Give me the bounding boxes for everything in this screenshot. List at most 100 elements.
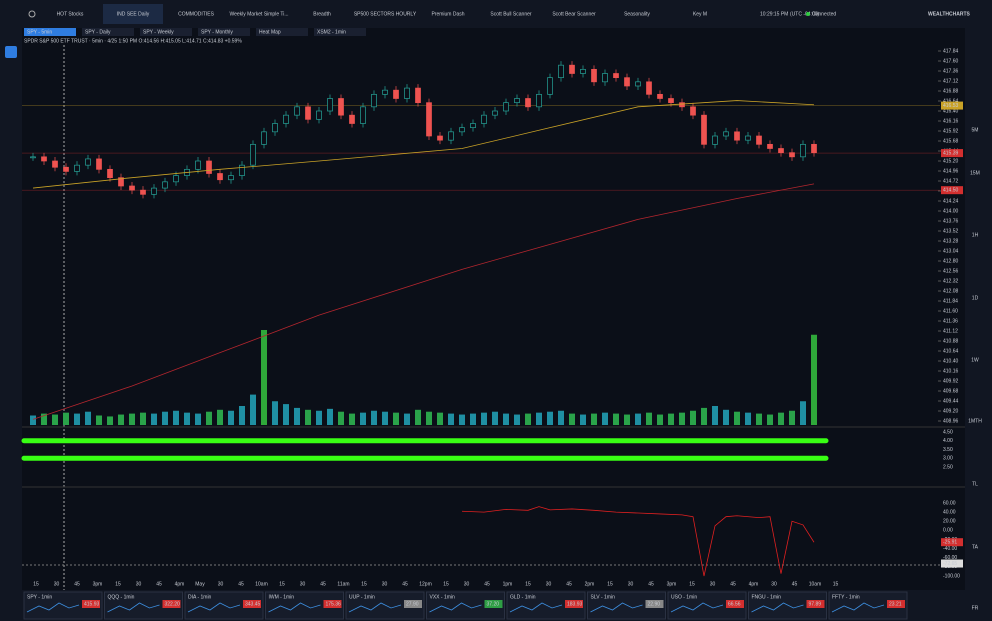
ticker-name: SLV - 1min — [591, 594, 616, 600]
candle — [327, 98, 333, 112]
chart-tab-label: SPY - Monthly — [201, 29, 233, 35]
ticker-price: 66.56 — [728, 601, 741, 607]
timeframe[interactable]: 15M — [970, 170, 980, 176]
pane2-label: 20.00 — [943, 519, 956, 525]
add-button[interactable] — [5, 46, 17, 58]
brand: WEALTHCHARTS — [928, 11, 971, 17]
pane2-label: -100.00 — [943, 573, 960, 579]
candle — [261, 131, 267, 145]
volume-bar — [239, 406, 245, 425]
candle — [635, 81, 641, 87]
candle — [558, 64, 564, 79]
chart-tab[interactable] — [140, 28, 192, 36]
nav-tab[interactable]: SP500 SECTORS HOURLY — [354, 11, 417, 17]
ticker-price-bg — [726, 600, 744, 608]
ticker-price-bg — [565, 600, 583, 608]
ma-fast — [32, 100, 815, 189]
timeframe[interactable]: FR — [972, 605, 979, 611]
timeframe[interactable]: TL — [972, 481, 978, 487]
search-icon[interactable] — [28, 10, 36, 18]
price-label: 414.72 — [943, 178, 959, 184]
nav-tab[interactable]: Scott Bear Scanner — [552, 11, 596, 17]
x-label: 15 — [443, 581, 449, 587]
price-tag — [941, 101, 963, 110]
ticker-price: 97.89 — [809, 601, 822, 607]
volume-bar — [558, 410, 564, 425]
ticker-name: QQQ - 1min — [108, 594, 135, 600]
x-label: 15 — [607, 581, 613, 587]
volume-bar — [789, 410, 795, 425]
volume-bar — [228, 410, 234, 425]
pane2-label: 0.00 — [943, 528, 953, 534]
x-label: 30 — [136, 581, 142, 587]
ticker-price-bg — [645, 600, 664, 608]
nav-tab[interactable]: Premium Dash — [431, 11, 464, 17]
nav-tab[interactable]: Scott Bull Scanner — [490, 11, 531, 17]
nav-tab[interactable]: HOT Stocks — [57, 11, 84, 17]
chart-tab[interactable] — [314, 28, 366, 36]
nav-tab[interactable]: COMMODITIES — [178, 11, 214, 17]
nav-tab[interactable]: Weekly Market Simple Ti... — [229, 11, 288, 17]
x-label: 30 — [710, 581, 716, 587]
timeframe[interactable]: 1D — [972, 295, 979, 301]
sparkline — [187, 602, 241, 613]
pane1-label: 4.00 — [943, 438, 953, 444]
x-label: 15 — [833, 581, 839, 587]
ticker-name: IWM - 1min — [269, 594, 295, 600]
timeframe[interactable]: 5M — [972, 127, 979, 133]
chart-tab-label: SPY - Weekly — [143, 29, 174, 35]
nav-tab[interactable]: Key M — [693, 11, 707, 17]
candle — [503, 102, 509, 112]
price-label: 413.52 — [943, 228, 959, 234]
nav-tab[interactable]: IND SEE Daily — [117, 11, 150, 17]
candle — [96, 158, 102, 170]
x-label: 45 — [484, 581, 490, 587]
nav-tab[interactable]: Breadth — [313, 11, 331, 17]
volume-bar — [206, 411, 212, 425]
chart-tab[interactable] — [198, 28, 250, 36]
timeframe[interactable]: TA — [972, 544, 979, 550]
price-label: 416.64 — [943, 98, 959, 104]
sparkline — [590, 602, 643, 613]
x-label: 30 — [771, 581, 777, 587]
osc-tag-label: -25.91 — [943, 540, 957, 546]
candle — [778, 148, 784, 154]
volume-bar — [635, 413, 641, 425]
volume-bar — [316, 410, 322, 425]
candle — [646, 81, 652, 95]
chart-tab[interactable] — [82, 28, 134, 36]
x-label: 15 — [361, 581, 367, 587]
candle — [712, 135, 718, 145]
volume-bar — [305, 409, 311, 425]
x-label: 30 — [218, 581, 224, 587]
chart-tab[interactable] — [256, 28, 308, 36]
candle — [107, 168, 113, 179]
chart-tab-label: SPY - Daily — [85, 29, 111, 35]
volume-bar — [360, 412, 366, 425]
timeframe[interactable]: 1MTH — [968, 418, 982, 424]
candle — [316, 110, 322, 120]
candle — [679, 102, 685, 108]
candle — [404, 87, 410, 99]
volume-bar — [734, 411, 740, 425]
status: Connected — [812, 11, 836, 17]
volume-bar — [162, 411, 168, 425]
x-label: 15 — [33, 581, 39, 587]
candle — [569, 64, 575, 74]
chart-tab[interactable] — [24, 28, 76, 36]
volume-bar — [382, 411, 388, 425]
ticker-price: 183.93 — [567, 601, 583, 607]
candle — [283, 114, 289, 124]
timeframe[interactable]: 1W — [971, 357, 979, 363]
nav-tab[interactable]: Seasonality — [624, 11, 650, 17]
price-label: 412.56 — [943, 268, 959, 274]
ticker-price-bg — [243, 600, 261, 608]
volume-bar — [481, 412, 487, 425]
candle — [338, 98, 344, 116]
candle — [30, 156, 36, 159]
volume-bar — [536, 412, 542, 425]
timeframe[interactable]: 1H — [972, 232, 979, 238]
volume-bar — [52, 414, 58, 425]
